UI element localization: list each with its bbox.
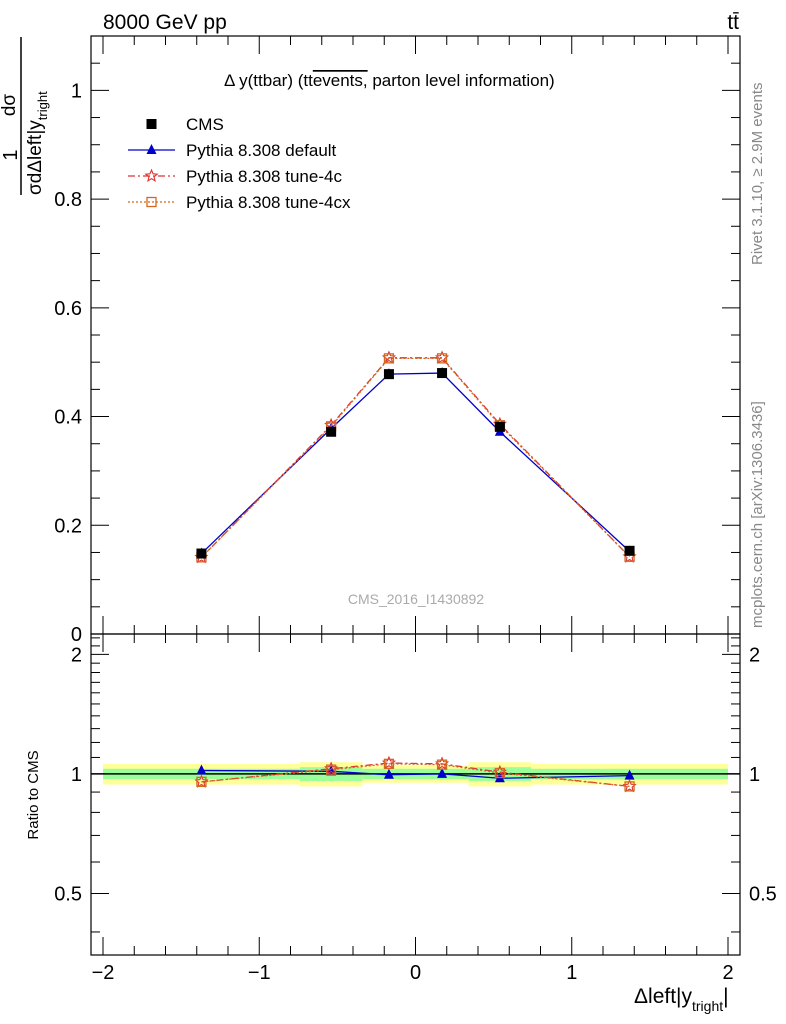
data-layers: 0 0.2 0.4 0.6 0.8 1 −2 −1 0 1 2 0.5 0.5 1 1 2 2 CMS Pythia… [54, 35, 777, 984]
main-data-point [196, 548, 207, 559]
ratio-data-point [494, 767, 506, 779]
main-data-point [383, 353, 395, 364]
energy-label: 8000 GeV pp [103, 11, 227, 34]
ratio-data-point [383, 768, 394, 779]
main-y-tick-label: 0.8 [54, 189, 82, 211]
main-y-tick-label: 0 [71, 624, 82, 646]
analysis-watermark: CMS_2016_I1430892 [348, 591, 484, 607]
main-data-point [437, 368, 448, 379]
ratio-frame [90, 633, 741, 956]
main-series-3 [196, 368, 635, 559]
ratio-data-point [325, 764, 337, 775]
ratio-y-tick-label-left: 1 [71, 764, 82, 786]
main-series-0 [196, 367, 635, 558]
main-series-1 [194, 350, 637, 564]
legend-entry: Pythia 8.308 tune-4c [128, 167, 342, 186]
ratio-data-point [196, 776, 207, 787]
xlabel-text: Δleft|y [634, 985, 692, 1008]
legend-label: CMS [186, 115, 224, 134]
main-y-axis-label: 1 dσ σdΔleft|ytright [0, 37, 50, 195]
x-ticks: −2 −1 0 1 2 [92, 36, 734, 984]
ratio-data-point [383, 758, 395, 769]
legend-marker [144, 168, 159, 183]
ratio-series-line [201, 762, 630, 788]
plot-title-main: Δ y(ttbar) (tt [224, 71, 313, 90]
legend-entry: Pythia 8.308 default [128, 141, 337, 160]
main-y-tick-label: 0.6 [54, 298, 82, 320]
legend-label: Pythia 8.308 default [186, 141, 337, 160]
main-y-tick-label: 0.2 [54, 515, 82, 537]
main-data-point [624, 545, 635, 556]
main-data-point [383, 369, 394, 380]
main-data-point [326, 426, 337, 437]
x-tick-label: −1 [248, 962, 271, 984]
ratio-data-point [196, 764, 207, 775]
plot-title-overlined: events, [313, 71, 368, 90]
ylabel-one: 1 [0, 149, 22, 160]
legend-entry: Pythia 8.308 tune-4cx [128, 193, 351, 212]
ratio-data-point [436, 759, 448, 770]
legend-label: Pythia 8.308 tune-4c [186, 167, 342, 186]
ratio-data-point [624, 769, 635, 780]
main-series-line [200, 357, 631, 558]
mcplots-label: mcplots.cern.ch [arXiv:1306.3436] [749, 401, 766, 628]
main-y-ticks: 0 0.2 0.4 0.6 0.8 1 [54, 35, 740, 646]
ratio-data-point [624, 781, 635, 792]
process-label: tt̄ [727, 11, 739, 34]
main-series-line [200, 357, 631, 558]
legend-marker [146, 119, 157, 129]
ratio-series-2 [196, 758, 635, 792]
legend: CMS Pythia 8.308 default Pythia 8.308 tune… [128, 115, 351, 212]
ylabel-den-text: σdΔleft|y [25, 120, 46, 195]
ratio-y-tick-label-right: 1 [749, 764, 760, 786]
xlabel-end: | [723, 985, 728, 1008]
main-series-line [200, 372, 631, 555]
ylabel-denominator: σdΔleft|ytright [25, 91, 50, 195]
xlabel-sub: tright [692, 998, 723, 1014]
ylabel-den-sub: tright [35, 91, 50, 120]
main-data-point [494, 421, 505, 432]
ratio-y-ticks: 0.5 0.5 1 1 2 2 [54, 637, 777, 933]
x-tick-label: −2 [92, 962, 115, 984]
ylabel-numerator: dσ [0, 94, 20, 117]
legend-label: Pythia 8.308 tune-4cx [186, 193, 351, 212]
main-y-tick-label: 1 [71, 80, 82, 102]
main-y-tick-label: 0.4 [54, 407, 82, 429]
legend-marker [146, 196, 157, 208]
ratio-y-axis-label: Ratio to CMS [25, 750, 42, 839]
x-axis-label: Δleft|ytright| [634, 985, 729, 1014]
legend-marker [146, 144, 157, 154]
rivet-label: Rivet 3.1.10, ≥ 2.9M events [749, 83, 766, 266]
ratio-data-point [437, 767, 448, 778]
ratio-series-line [201, 763, 630, 788]
x-tick-label: 2 [722, 962, 733, 984]
plot-title: Δ y(ttbar) (ttevents, parton level infor… [224, 71, 555, 90]
main-data-point [436, 353, 448, 364]
plot-title-tail: parton level information) [368, 71, 555, 90]
ratio-y-tick-label-right: 0.5 [749, 883, 777, 905]
legend-entry: CMS [146, 115, 224, 134]
x-tick-label: 1 [566, 962, 577, 984]
ratio-y-tick-label-right: 2 [749, 644, 760, 666]
x-tick-label: 0 [410, 962, 421, 984]
ratio-y-tick-label-left: 2 [71, 644, 82, 666]
ratio-y-tick-label-left: 0.5 [54, 883, 82, 905]
main-series-2 [196, 353, 635, 563]
